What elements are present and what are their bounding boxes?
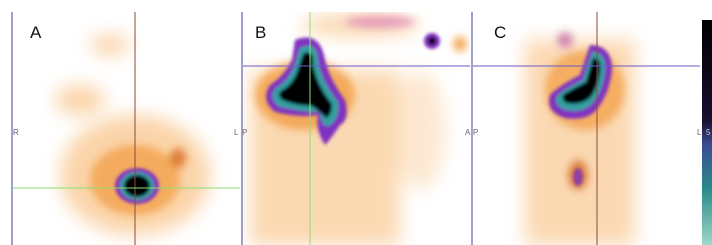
orientation-label: P [242,128,247,137]
panel-label: B [255,23,266,42]
orientation-label: R [13,128,19,137]
panel-label: C [494,23,506,42]
panel-a-image [12,12,240,245]
panel-b-image [242,12,470,245]
colorbar-label: 5 [706,128,711,137]
orientation-label: A [465,128,471,137]
panel-label: A [30,23,42,42]
orientation-label: L [234,128,239,137]
orientation-label: L [697,128,702,137]
panel-c-image [472,12,700,245]
orientation-label: P [473,128,478,137]
viewer: 5 A B C R L P A P L [0,0,712,245]
page: 5 A B C R L P A P L (() => { const data … [0,0,712,245]
